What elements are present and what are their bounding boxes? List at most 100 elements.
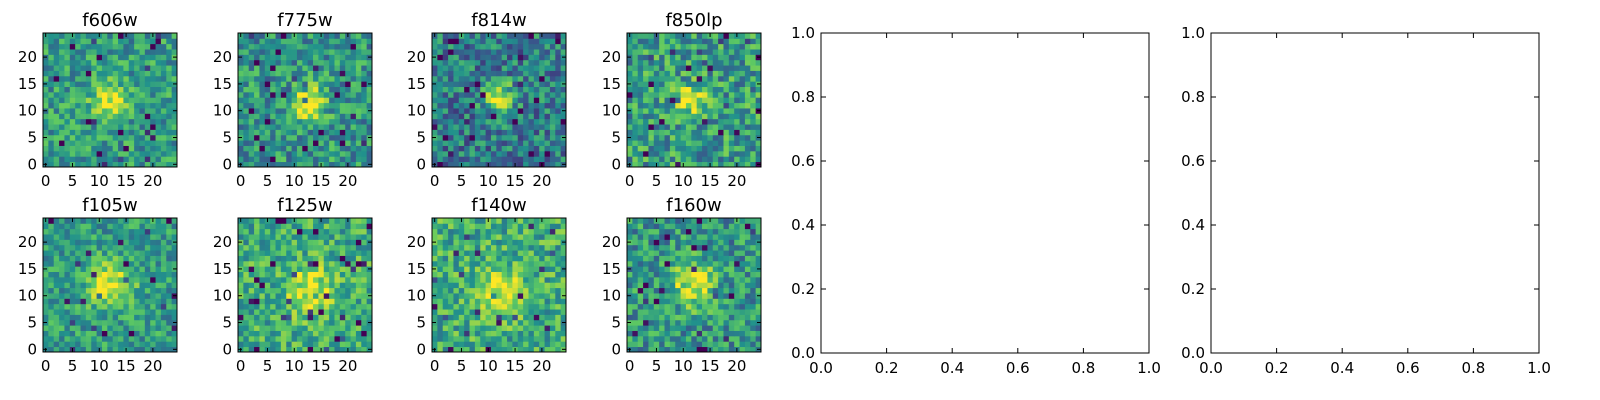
- heatmap-cell: [43, 330, 49, 337]
- heatmap-cell: [355, 113, 362, 120]
- heatmap-cell: [539, 298, 545, 305]
- heatmap-cell: [517, 118, 524, 125]
- heatmap-cell: [134, 75, 140, 82]
- heatmap-cell: [53, 228, 60, 235]
- heatmap-cell: [264, 150, 271, 157]
- heatmap-cell: [313, 65, 319, 71]
- heatmap-cell: [437, 124, 444, 130]
- heatmap-cell: [696, 309, 703, 315]
- heatmap-cell: [59, 102, 65, 109]
- heatmap-cell: [485, 330, 492, 337]
- heatmap-cell: [123, 113, 130, 120]
- heatmap-cell: [350, 150, 357, 157]
- heatmap-cell: [474, 287, 481, 294]
- heatmap-cell: [744, 124, 751, 130]
- heatmap-cell: [528, 255, 535, 262]
- heatmap-cell: [280, 250, 287, 256]
- heatmap-cell: [248, 113, 255, 120]
- heatmap-cell: [107, 145, 114, 152]
- heatmap-cell: [286, 250, 292, 256]
- heatmap-cell: [107, 134, 114, 141]
- heatmap-cell: [355, 150, 362, 157]
- heatmap-cell: [549, 38, 556, 45]
- heatmap-cell: [248, 134, 255, 141]
- heatmap-cell: [659, 282, 665, 289]
- heatmap-cell: [648, 309, 655, 315]
- heatmap-cell: [313, 287, 319, 294]
- heatmap-cell: [160, 276, 167, 283]
- heatmap-cell: [323, 161, 330, 168]
- heatmap-cell: [112, 282, 119, 289]
- heatmap-cell: [739, 49, 746, 55]
- heatmap-cell: [632, 303, 639, 310]
- heatmap-cell: [259, 108, 266, 114]
- heatmap-cell: [43, 234, 49, 240]
- heatmap-cell: [243, 335, 250, 342]
- heatmap-cell: [469, 266, 476, 272]
- heatmap-cell: [560, 303, 567, 310]
- heatmap-cell: [139, 271, 146, 278]
- heatmap-cell: [685, 156, 692, 163]
- heatmap-cell: [307, 54, 314, 61]
- heatmap-cell: [485, 319, 492, 326]
- heatmap-cell: [361, 293, 368, 299]
- heatmap-cell: [329, 33, 335, 39]
- heatmap-cell: [355, 75, 362, 82]
- heatmap-cell: [59, 314, 65, 321]
- heatmap-cell: [458, 228, 465, 235]
- heatmap-cell: [259, 325, 266, 331]
- heatmap-cell: [464, 250, 470, 256]
- heatmap-cell: [739, 303, 746, 310]
- heatmap-cell: [659, 330, 665, 337]
- heatmap-cell: [302, 65, 309, 71]
- heatmap-cell: [544, 118, 551, 125]
- heatmap-cell: [501, 218, 508, 224]
- heatmap-cell: [238, 97, 244, 104]
- heatmap-cell: [59, 86, 65, 93]
- heatmap-cell: [123, 228, 130, 235]
- heatmap-cell: [43, 341, 49, 348]
- heatmap-cell: [334, 218, 341, 224]
- heatmap-cell: [302, 38, 309, 45]
- heatmap-cell: [632, 266, 639, 272]
- heatmap-cell: [53, 145, 60, 152]
- x-tick-label: 5: [68, 172, 78, 190]
- heatmap-cell: [64, 282, 71, 289]
- heatmap-cell: [627, 145, 633, 152]
- heatmap-cell: [458, 118, 465, 125]
- heatmap-cell: [533, 65, 540, 71]
- heatmap-cell: [702, 298, 708, 305]
- heatmap-cell: [80, 70, 87, 77]
- heatmap-cell: [728, 113, 735, 120]
- heatmap-cell: [659, 129, 665, 136]
- heatmap-cell: [64, 113, 71, 120]
- heatmap-cell: [118, 346, 124, 353]
- heatmap-cell: [458, 319, 465, 326]
- heatmap-cell: [707, 156, 714, 163]
- heatmap-cell: [171, 65, 178, 71]
- heatmap-cell: [339, 255, 346, 262]
- heatmap-cell: [302, 303, 309, 310]
- heatmap-cell: [318, 65, 325, 71]
- heatmap-cell: [632, 33, 639, 39]
- heatmap-cell: [653, 150, 660, 157]
- heatmap-cell: [150, 140, 156, 146]
- heatmap-cell: [123, 287, 130, 294]
- heatmap-cell: [275, 319, 282, 326]
- heatmap-cell: [712, 91, 719, 98]
- heatmap-cell: [432, 38, 438, 45]
- heatmap-cell: [85, 134, 92, 141]
- heatmap-cell: [323, 150, 330, 157]
- heatmap-cell: [134, 271, 140, 278]
- heatmap-cell: [75, 161, 81, 168]
- heatmap-cell: [91, 113, 97, 120]
- heatmap-cell: [96, 156, 103, 163]
- heatmap-cell: [243, 91, 250, 98]
- heatmap-cell: [307, 218, 314, 224]
- heatmap-cell: [707, 140, 714, 146]
- x-tick-label: 10: [285, 357, 304, 375]
- heatmap-cell: [712, 325, 719, 331]
- heatmap-cell: [48, 145, 55, 152]
- heatmap-cell: [437, 325, 444, 331]
- heatmap-cell: [544, 303, 551, 310]
